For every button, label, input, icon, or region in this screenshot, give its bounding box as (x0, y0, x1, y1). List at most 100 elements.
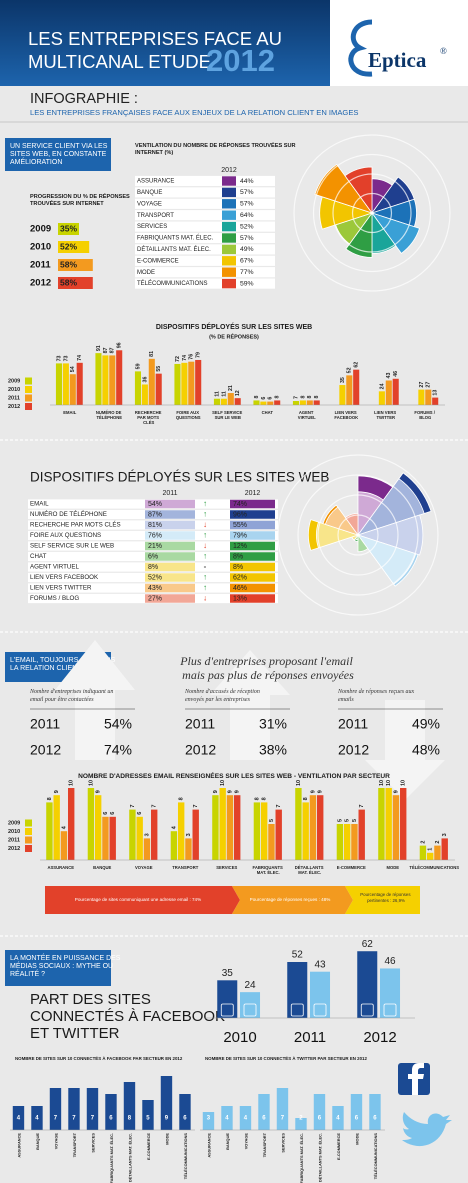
bar (292, 401, 300, 405)
bar (343, 824, 351, 860)
bar (239, 1106, 252, 1130)
value-label: 6 (137, 812, 143, 815)
category-label: E-COMMERCE (137, 258, 179, 264)
stat-year: 2012 (30, 742, 61, 758)
category-label: 2010 (223, 1029, 256, 1046)
bar (160, 1076, 173, 1130)
value-label: 10 (69, 780, 75, 786)
category-label: FORUMS / BLOG (30, 595, 79, 602)
value-label: 73 (56, 355, 62, 361)
bar (76, 362, 83, 405)
value-label: 6 (110, 812, 116, 815)
value-label: 7 (359, 805, 365, 808)
value-label: 6% (148, 553, 158, 560)
value-label: 76% (148, 532, 162, 539)
bar (226, 795, 234, 860)
bar (105, 1094, 117, 1130)
value-label: 52 (347, 367, 353, 373)
category-label: VOYAGE (243, 1133, 248, 1150)
value-label: 7 (193, 805, 199, 808)
value-box (230, 520, 275, 530)
bar (260, 802, 268, 860)
value-label: 2 (435, 841, 441, 844)
funnel-segment (232, 886, 353, 914)
polar-wedge (370, 212, 420, 254)
value-label: 74 (77, 355, 83, 361)
value-label: 2 (420, 841, 426, 844)
value-label: 96% (233, 511, 247, 518)
value-box (230, 531, 275, 540)
bar (86, 1088, 99, 1130)
bar (425, 389, 432, 405)
category-label: AGENT VIRTUEL (298, 410, 316, 420)
value-label: 6 (373, 1116, 377, 1122)
value-label: 8 (314, 395, 320, 398)
legend-label: 2011 (8, 837, 20, 843)
bar (313, 1094, 326, 1130)
value-label: 24 (379, 383, 385, 389)
trend: ↓ (203, 541, 207, 550)
chart-title: VENTILATION DU NOMBRE DE RÉPONSES TROUVÉ… (135, 141, 297, 156)
category-label: CHAT (262, 410, 274, 415)
category-label: DÉTAILLANTS MAT. ÉLEC. (317, 1133, 322, 1182)
category-label: TRANSPORT (137, 213, 174, 219)
category-label: TÉLÉCOMMUNICATIONS (137, 280, 208, 287)
bar (188, 361, 195, 405)
bar (275, 809, 282, 860)
table-row (135, 210, 275, 221)
value-label: 27% (148, 595, 162, 602)
bar (441, 838, 448, 860)
value-box (230, 583, 275, 593)
legend-label: 2010 (8, 387, 20, 393)
bar (369, 1094, 381, 1130)
value-label: 6 (268, 397, 274, 400)
legend-swatch (25, 828, 32, 835)
value-box (145, 573, 195, 582)
value-label: 79% (233, 532, 247, 539)
legend-label: 2010 (8, 829, 20, 835)
value-box (222, 199, 236, 209)
value-label: 59% (240, 280, 254, 287)
value-label: 55% (233, 522, 247, 529)
value-label: 55 (156, 366, 162, 372)
value-label: 6 (355, 1116, 359, 1122)
category-label: FOIRE AUX QUESTIONS (176, 410, 201, 420)
value-box (222, 256, 236, 266)
value-box (222, 221, 236, 232)
value-label: 9 (54, 790, 60, 793)
value-label: 21 (228, 385, 234, 391)
stat-year: 2011 (30, 716, 60, 732)
polar-wedge (324, 506, 360, 536)
bar (317, 795, 324, 860)
polar-ring (312, 153, 432, 273)
bar (258, 1094, 270, 1130)
value-box (230, 541, 275, 551)
bar (358, 809, 365, 860)
polar-wedge (316, 521, 360, 549)
category-label: SERVICES (216, 865, 237, 870)
value-label: 4 (244, 1116, 248, 1122)
table-row (135, 278, 275, 289)
bar (55, 363, 63, 405)
category-label: 2009 (30, 224, 51, 235)
value-label: 87% (148, 511, 162, 518)
polar-ring (337, 514, 379, 556)
value-label: 87 (110, 347, 116, 353)
category-label: 2010 (30, 242, 51, 253)
value-label: 6 (103, 812, 109, 815)
social-icon (360, 1003, 374, 1017)
arrow-decoration (55, 640, 135, 760)
table-row (135, 267, 275, 278)
header-subtitle: LES ENTREPRISES FRANÇAISES FACE AUX ENJE… (30, 108, 358, 117)
chart-title: NOMBRE D'ADRESSES EMAIL RENSEIGNÉES SUR … (78, 771, 390, 780)
value-label: 8% (233, 553, 243, 560)
table-row (135, 187, 275, 198)
bar (58, 277, 93, 289)
bar (432, 397, 439, 405)
value-box (145, 541, 195, 551)
category-label: DÉTAILLANTS MAT. ÉLEC. (127, 1133, 132, 1182)
section-label: L'EMAIL, TOUJOURS CLÉ DANS LA RELATION C… (10, 655, 117, 672)
value-label: 62 (362, 939, 374, 950)
bar (339, 385, 346, 405)
bar (195, 359, 202, 405)
